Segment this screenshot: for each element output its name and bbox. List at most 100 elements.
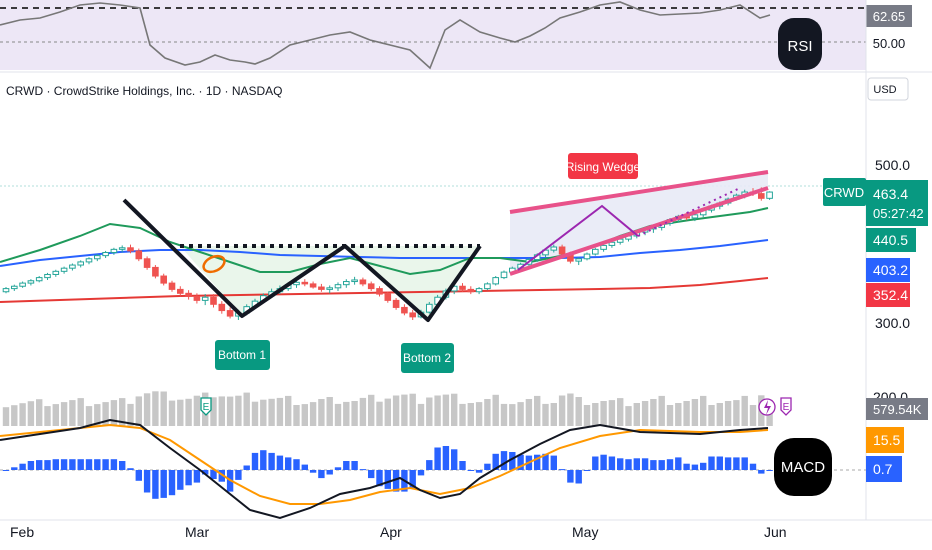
- candle-body: [351, 279, 358, 283]
- countdown-value: 05:27:42: [873, 206, 924, 221]
- volume-bar: [69, 400, 76, 426]
- volume-bar: [741, 395, 748, 426]
- time-axis[interactable]: Feb Mar Apr May Jun: [10, 524, 787, 540]
- candle-body: [592, 248, 599, 255]
- macd-histogram-bar: [301, 464, 308, 470]
- symbol-tag: [823, 178, 866, 206]
- candle-body: [367, 283, 375, 290]
- volume-bar: [724, 401, 732, 426]
- candle-body: [401, 306, 408, 314]
- macd-histogram-bar: [700, 462, 707, 470]
- macd-histogram-bar: [127, 468, 134, 470]
- volume-series: [2, 391, 773, 426]
- macd-histogram-bar: [168, 470, 176, 496]
- candle-body: [152, 266, 159, 277]
- candle-body: [44, 273, 51, 279]
- ma-200-value: 352.4: [873, 287, 908, 303]
- candle-body: [758, 193, 765, 199]
- macd-histogram-bar: [293, 459, 300, 470]
- volume-bar: [409, 393, 416, 426]
- volume-bar: [110, 400, 118, 426]
- macd-histogram-bar: [60, 459, 68, 470]
- volume-bar: [675, 403, 682, 426]
- macd-histogram-bar: [285, 457, 292, 470]
- macd-histogram-bar: [185, 470, 192, 486]
- volume-bar: [376, 401, 383, 426]
- macd-histogram-bar: [102, 459, 109, 470]
- candle-body: [426, 303, 433, 313]
- macd-histogram-bar: [318, 470, 325, 479]
- macd-histogram-bar: [243, 465, 250, 470]
- bottom-2-label: Bottom 2: [403, 351, 451, 365]
- macd-histogram-bar: [152, 470, 159, 499]
- candle-body: [77, 261, 85, 266]
- macd-line: [0, 418, 769, 520]
- macd-histogram-bar: [542, 453, 549, 470]
- macd-histogram-bar: [44, 460, 51, 470]
- volume-bar: [733, 400, 740, 426]
- earnings-marker-2[interactable]: E: [758, 397, 792, 416]
- volume-bar: [52, 404, 59, 426]
- macd-histogram-bar: [675, 457, 682, 470]
- candle-body: [201, 296, 209, 301]
- macd-hist-value: 0.7: [873, 461, 893, 477]
- macd-histogram-bar: [509, 452, 516, 470]
- rsi-badge-label: RSI: [787, 38, 812, 55]
- candle-body: [376, 288, 383, 295]
- volume-bar: [260, 399, 267, 426]
- volume-bar: [691, 399, 699, 426]
- volume-bar: [442, 394, 450, 426]
- volume-bar: [583, 405, 591, 426]
- volume-bar: [426, 397, 433, 426]
- macd-histogram-bar: [517, 454, 524, 470]
- volume-bar: [534, 395, 541, 426]
- candle-body: [2, 288, 10, 293]
- volume-bar: [94, 404, 101, 426]
- candle-body: [35, 277, 43, 282]
- time-tick-mar: Mar: [185, 524, 209, 540]
- candle-body: [127, 247, 134, 252]
- candle-body: [27, 280, 35, 284]
- candle-body: [409, 312, 416, 318]
- candle-body: [118, 247, 126, 250]
- candle-body: [608, 241, 616, 246]
- price-tick-300: 300.0: [875, 315, 910, 331]
- macd-histogram-bar: [650, 460, 657, 470]
- macd-histogram-bar: [85, 459, 93, 470]
- macd-histogram-bar: [19, 463, 26, 470]
- rsi-value-tag: [866, 5, 912, 27]
- volume-bar: [525, 399, 533, 426]
- candle-body: [492, 277, 499, 285]
- candle-body: [326, 287, 333, 290]
- volume-bar: [119, 398, 126, 426]
- macd-histogram-bar: [193, 470, 201, 483]
- macd-badge: [774, 438, 832, 496]
- volume-bar: [575, 397, 582, 426]
- candle-body: [318, 286, 325, 290]
- ma-50-tag: [866, 258, 910, 282]
- time-tick-may: May: [572, 524, 598, 540]
- earnings-marker-1[interactable]: E: [200, 397, 212, 416]
- volume-bar: [542, 403, 549, 426]
- macd-histogram-bar: [160, 470, 167, 498]
- macd-histogram-bar: [119, 461, 126, 470]
- candle-body: [110, 248, 118, 253]
- volume-bar: [251, 401, 259, 426]
- volume-bar: [276, 397, 284, 426]
- macd-histogram-bar: [666, 459, 674, 470]
- volume-bar: [44, 406, 51, 426]
- macd-value: 15.5: [873, 432, 900, 448]
- currency-button[interactable]: [867, 77, 909, 101]
- macd-histogram-bar: [309, 470, 317, 473]
- earnings-icon: [200, 397, 212, 416]
- volume-bar: [2, 407, 10, 426]
- macd-histogram-bar: [426, 460, 433, 470]
- macd-histogram-bar: [218, 470, 225, 482]
- volume-bar: [558, 395, 566, 426]
- price-axis[interactable]: 500.0 300.0 CRWD 463.4 05:27:42 440.5 40…: [823, 157, 928, 331]
- macd-histogram-bar: [625, 459, 632, 470]
- volume-bar: [517, 402, 524, 426]
- macd-histogram-bar: [442, 446, 450, 470]
- lightning-bolt-icon: [764, 400, 771, 415]
